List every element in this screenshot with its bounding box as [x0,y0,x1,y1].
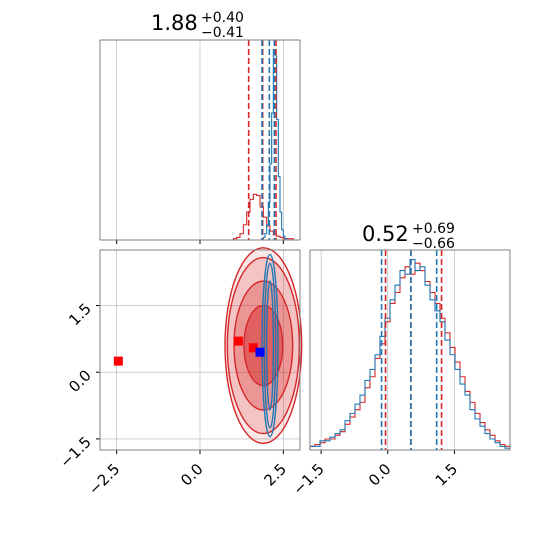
y-tick-label: 1.5 [65,300,95,330]
y-tick-label: 0.0 [65,366,95,396]
red-contour-level [226,256,301,435]
blue-contour-level [261,253,279,438]
red-square-marker [113,356,123,366]
red-square-marker [233,336,243,346]
top-panel-title: 1.88 +0.40 −0.41 [151,10,244,41]
right-panel-title-lower: −0.66 [412,236,455,252]
right-panel-title-median: 0.52 [362,222,409,246]
x-tick-label: 0.0 [365,460,395,490]
red-square-marker [248,343,258,353]
y-tick-label: −1.5 [56,433,94,471]
blue-contour-level [263,262,277,429]
contour-panel-bottom-left: −2.5 0.0 2.5 −1.5 0.0 1.5 [56,247,303,499]
histogram-panel-bottom-right: −1.5 0.0 1.5 [289,249,511,499]
panel-frame [309,249,511,451]
right-panel-title-upper: +0.69 [412,221,455,237]
top-panel-title-lower: −0.41 [201,25,244,41]
x-tick-label: −2.5 [85,460,123,498]
x-tick-label: −1.5 [289,460,327,498]
histogram-panel-top-left [99,39,301,244]
blue-contour-level [265,280,275,411]
right-panel-title: 0.52 +0.69 −0.66 [362,221,455,252]
blue-square-marker [255,347,265,357]
top-panel-title-upper: +0.40 [201,10,244,26]
blue-histogram-series [309,258,511,450]
x-tick-label: 1.5 [432,460,462,490]
panel-frame [99,249,301,451]
top-panel-title-median: 1.88 [151,11,198,35]
x-tick-label: 0.0 [177,460,207,490]
x-tick-label: 2.5 [260,460,290,490]
panel-frame [99,39,301,241]
